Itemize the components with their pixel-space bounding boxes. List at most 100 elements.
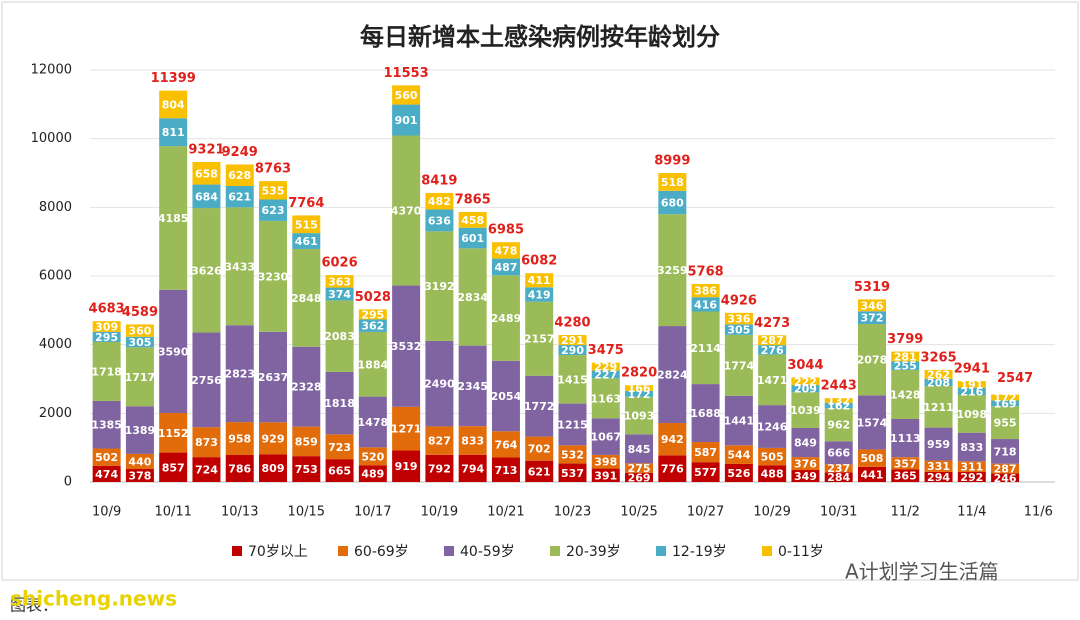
bar-segment xyxy=(225,325,254,423)
segment-label: 1441 xyxy=(724,415,755,428)
segment-label: 2114 xyxy=(690,342,721,355)
segment-label: 636 xyxy=(428,214,451,227)
total-label: 7865 xyxy=(455,192,491,207)
total-label: 4683 xyxy=(89,302,125,317)
segment-label: 295 xyxy=(361,308,384,321)
segment-label: 398 xyxy=(594,456,617,469)
segment-label: 560 xyxy=(395,89,418,102)
segment-label: 959 xyxy=(927,438,950,451)
bar-segment xyxy=(724,445,753,464)
total-label: 7764 xyxy=(288,196,324,211)
x-tick-label: 10/23 xyxy=(554,505,591,520)
bar-segment xyxy=(591,378,620,419)
segment-label: 478 xyxy=(494,244,517,257)
segment-label: 1471 xyxy=(757,374,788,387)
bar-segment xyxy=(824,464,853,473)
segment-label: 942 xyxy=(661,433,684,446)
bar-segment xyxy=(824,472,853,482)
bar-segment xyxy=(425,192,454,210)
bar-segment xyxy=(225,186,254,208)
segment-label: 294 xyxy=(927,471,950,484)
segment-label: 284 xyxy=(827,471,850,484)
segment-label: 2834 xyxy=(457,291,488,304)
bar-segment xyxy=(824,398,853,403)
segment-label: 281 xyxy=(894,350,917,363)
segment-label: 535 xyxy=(262,184,285,197)
bar-segment xyxy=(159,146,188,290)
segment-label: 1717 xyxy=(125,371,156,384)
bar-segment xyxy=(691,384,720,443)
segment-label: 873 xyxy=(195,436,218,449)
bar-segment xyxy=(691,283,720,298)
total-label: 4280 xyxy=(554,316,590,331)
x-tick-label: 10/15 xyxy=(288,505,325,520)
bar-segment xyxy=(292,248,321,347)
segment-label: 292 xyxy=(960,471,983,484)
segment-label: 349 xyxy=(794,470,817,483)
legend-swatch xyxy=(550,546,560,556)
bar-segment xyxy=(924,471,953,482)
total-label: 5319 xyxy=(854,280,890,295)
segment-label: 532 xyxy=(561,448,584,461)
bar-segment xyxy=(358,447,387,466)
segment-label: 3590 xyxy=(158,345,189,358)
bar-segment xyxy=(625,396,654,435)
segment-label: 295 xyxy=(95,331,118,344)
segment-label: 526 xyxy=(727,467,750,480)
bar-segment xyxy=(991,439,1020,464)
segment-label: 1818 xyxy=(324,397,355,410)
segment-label: 1688 xyxy=(690,407,721,420)
bar-segment xyxy=(325,434,354,460)
bar-segment xyxy=(92,448,121,466)
bar-segment xyxy=(192,332,221,428)
x-tick-label: 10/11 xyxy=(154,505,191,520)
bar-segment xyxy=(358,396,387,448)
bar-segment xyxy=(991,463,1020,474)
y-tick-label: 2000 xyxy=(39,406,72,421)
total-label: 2547 xyxy=(997,371,1033,386)
bar-segment xyxy=(991,473,1020,482)
bar-segment xyxy=(758,465,787,482)
bar-segment xyxy=(358,309,387,320)
segment-label: 518 xyxy=(661,176,684,189)
bar-segment xyxy=(924,460,953,472)
segment-label: 2157 xyxy=(524,333,555,346)
segment-label: 1774 xyxy=(724,359,755,372)
bar-segment xyxy=(558,403,587,446)
segment-label: 172 xyxy=(628,388,651,401)
segment-label: 2756 xyxy=(191,374,222,387)
segment-label: 372 xyxy=(860,312,883,325)
y-tick-label: 8000 xyxy=(39,200,72,215)
bar-segment xyxy=(259,454,288,482)
x-tick-label: 10/29 xyxy=(753,505,790,520)
bar-segment xyxy=(625,472,654,482)
total-label: 6082 xyxy=(521,254,557,269)
bar-segment xyxy=(957,461,986,472)
bar-segment xyxy=(458,345,487,427)
segment-label: 601 xyxy=(461,232,484,245)
bar-segment xyxy=(491,275,520,361)
bar-segment xyxy=(392,406,421,451)
segment-label: 1152 xyxy=(158,427,189,440)
segment-label: 275 xyxy=(628,462,651,475)
bar-segment xyxy=(791,457,820,471)
legend-label: 20-39岁 xyxy=(566,544,621,560)
bar-segment xyxy=(691,462,720,482)
bar-segment xyxy=(92,321,121,332)
legend-swatch xyxy=(762,546,772,556)
bar-segment xyxy=(891,361,920,370)
segment-label: 482 xyxy=(428,195,451,208)
segment-label: 718 xyxy=(994,445,1017,458)
segment-label: 1113 xyxy=(890,432,921,445)
bar-segment xyxy=(558,463,587,482)
segment-label: 1246 xyxy=(757,421,788,434)
y-tick-label: 6000 xyxy=(39,269,72,284)
segment-label: 537 xyxy=(561,467,584,480)
bar-segment xyxy=(392,285,421,407)
bar-segment xyxy=(159,90,188,119)
segment-label: 2848 xyxy=(291,292,322,305)
bar-segment xyxy=(392,450,421,482)
x-tick-label: 11/4 xyxy=(957,505,986,520)
segment-label: 962 xyxy=(827,419,850,432)
bar-segment xyxy=(292,346,321,427)
